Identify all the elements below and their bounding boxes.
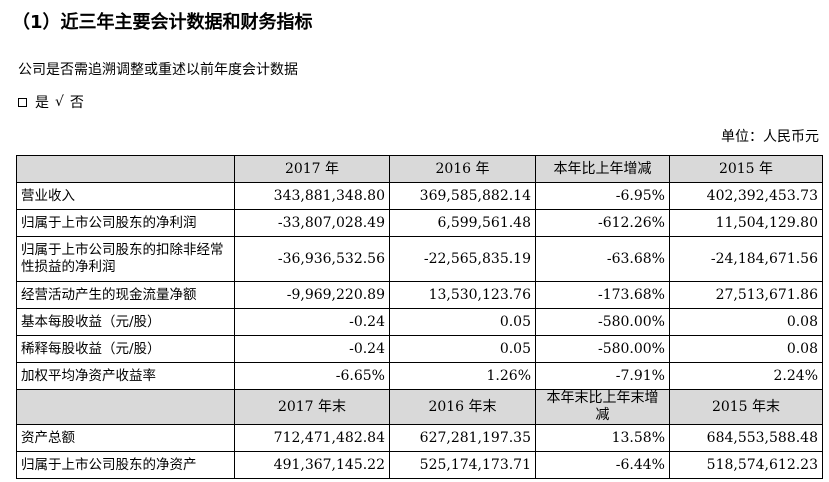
table-cell: -612.26% [535, 209, 670, 237]
column-header: 2017 年末 [234, 389, 390, 425]
table-cell: -24,184,671.56 [669, 236, 823, 282]
row-label: 归属于上市公司股东的净利润 [16, 209, 235, 237]
table-cell: 6,599,561.48 [389, 209, 536, 237]
table-cell: -580.00% [535, 335, 670, 363]
table-row: 经营活动产生的现金流量净额 -9,969,220.89 13,530,123.76-… [16, 281, 823, 309]
table-cell: 369,585,882.14 [389, 182, 536, 210]
table-cell: 0.05 [389, 308, 536, 336]
table-cell: 0.08 [669, 308, 823, 336]
option-yes: 是 [35, 95, 49, 111]
column-header [16, 155, 235, 183]
table-cell: 0.05 [389, 335, 536, 363]
row-label: 经营活动产生的现金流量净额 [16, 281, 235, 309]
table-row: 归属于上市公司股东的净利润 -33,807,028.49 6,599,561.48-… [16, 209, 823, 237]
column-header: 本年比上年增减 [535, 155, 670, 183]
table-cell: -9,969,220.89 [234, 281, 390, 309]
table-cell: 525,174,173.71 [389, 451, 536, 479]
column-header: 2016 年 [389, 155, 536, 183]
column-header: 2015 年 [669, 155, 823, 183]
table-cell: 2.24% [669, 362, 823, 390]
table-row: 营业收入 343,881,348.80 369,585,882.14 -6.95% 40… [16, 182, 823, 210]
header-row-annual: 2017 年 2016 年本年比上年增减 2015 年 [16, 155, 823, 183]
table-row: 归属于上市公司股东的扣除非经常性损益的净利润 -36,936,532.56 -22,… [16, 236, 823, 282]
table-cell: -6.65% [234, 362, 390, 390]
table-cell: 402,392,453.73 [669, 182, 823, 210]
table-row: 稀释每股收益（元/股） -0.24 0.05 -580.00% 0.08 [16, 335, 823, 363]
column-header: 2017 年 [234, 155, 390, 183]
table-cell: 0.08 [669, 335, 823, 363]
financial-data-table: 2017 年 2016 年本年比上年增减 2015 年营业收入 343,881,348… [16, 155, 823, 479]
table-cell: 627,281,197.35 [389, 424, 536, 452]
table-cell: 13.58% [535, 424, 670, 452]
column-header [16, 389, 235, 425]
restatement-options: 是 √ 否 [18, 92, 84, 112]
column-header: 2016 年末 [389, 389, 536, 425]
table-cell: -6.95% [535, 182, 670, 210]
table-cell: 491,367,145.22 [234, 451, 390, 479]
table-cell: -6.44% [535, 451, 670, 479]
table-cell: -63.68% [535, 236, 670, 282]
table-cell: -36,936,532.56 [234, 236, 390, 282]
row-label: 营业收入 [16, 182, 235, 210]
row-label: 稀释每股收益（元/股） [16, 335, 235, 363]
table-cell: -173.68% [535, 281, 670, 309]
table-cell: -580.00% [535, 308, 670, 336]
table-cell: -22,565,835.19 [389, 236, 536, 282]
restatement-question: 公司是否需追溯调整或重述以前年度会计数据 [18, 62, 298, 78]
table-cell: 518,574,612.23 [669, 451, 823, 479]
table-cell: -0.24 [234, 335, 390, 363]
currency-unit: 单位：人民币元 [721, 129, 819, 145]
row-label: 归属于上市公司股东的净资产 [16, 451, 235, 479]
row-label: 加权平均净资产收益率 [16, 362, 235, 390]
checkbox-icon [18, 97, 27, 107]
table-row: 基本每股收益（元/股） -0.24 0.05 -580.00% 0.08 [16, 308, 823, 336]
table-cell: 684,553,588.48 [669, 424, 823, 452]
table-cell: 712,471,482.84 [234, 424, 390, 452]
option-no: 否 [69, 95, 84, 111]
table-cell: 27,513,671.86 [669, 281, 823, 309]
row-label: 基本每股收益（元/股） [16, 308, 235, 336]
table-cell: -33,807,028.49 [234, 209, 390, 237]
table-cell: 13,530,123.76 [389, 281, 536, 309]
table-cell: -0.24 [234, 308, 390, 336]
column-header: 2015 年末 [669, 389, 823, 425]
check-mark-icon: √ [55, 94, 64, 110]
header-row-year-end: 2017 年末 2016 年末 本年末比上年末增减 2015 年末 [16, 389, 823, 425]
section-title: （1）近三年主要会计数据和财务指标 [12, 12, 313, 33]
row-label: 资产总额 [16, 424, 235, 452]
table-cell: 11,504,129.80 [669, 209, 823, 237]
column-header: 本年末比上年末增减 [535, 389, 670, 425]
table-cell: 343,881,348.80 [234, 182, 390, 210]
table-row: 资产总额 712,471,482.84 627,281,197.35 13.58% 68… [16, 424, 823, 452]
table-cell: 1.26% [389, 362, 536, 390]
table-cell: -7.91% [535, 362, 670, 390]
row-label: 归属于上市公司股东的扣除非经常性损益的净利润 [16, 236, 235, 282]
table-row: 归属于上市公司股东的净资产 491,367,145.22 525,174,173.7… [16, 451, 823, 479]
table-row: 加权平均净资产收益率 -6.65% 1.26% -7.91% 2.24% [16, 362, 823, 390]
